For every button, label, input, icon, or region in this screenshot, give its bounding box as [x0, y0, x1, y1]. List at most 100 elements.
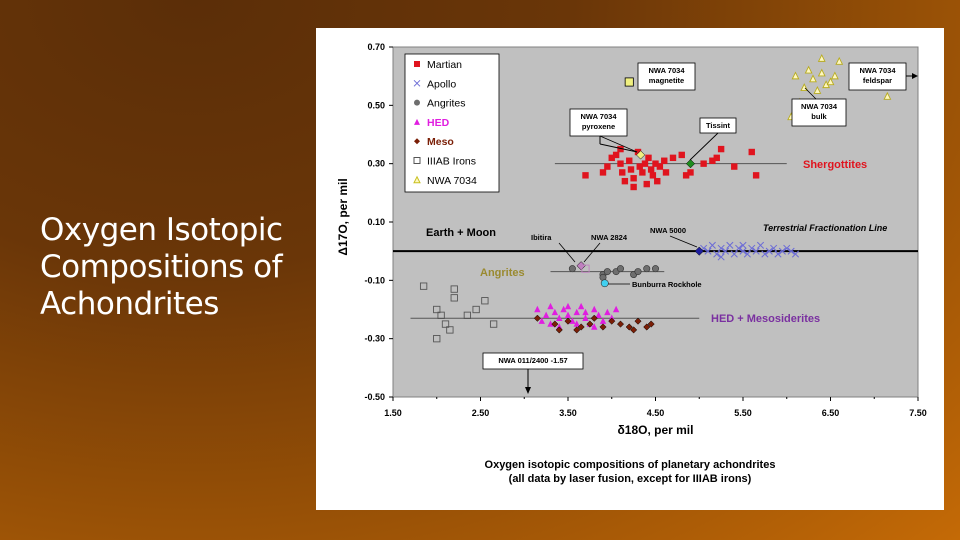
- point-nwa-7034: [830, 71, 839, 80]
- point-apollo: [717, 253, 725, 261]
- pointer-bulk: [804, 87, 817, 100]
- point-apollo: [739, 241, 747, 249]
- point-martian: [634, 148, 642, 156]
- annotation-text-bulk: NWA 7034: [801, 102, 838, 111]
- annotation-text-tissint: Tissint: [706, 121, 731, 130]
- point-hed: [604, 308, 611, 316]
- point-martian: [649, 172, 657, 179]
- y-tick-label: -0.30: [364, 334, 385, 344]
- annotation-box-nwa011: [482, 352, 584, 370]
- point-nwa-7034: [817, 53, 826, 62]
- label-nwa2824: NWA 2824: [591, 233, 628, 242]
- highlight-nwa-7034-magnetite: [624, 77, 634, 87]
- point-apollo: [774, 250, 782, 258]
- x-tick-label: 6.50: [822, 408, 840, 418]
- title-line-3: Achondrites: [40, 286, 219, 322]
- point-apollo: [708, 241, 716, 249]
- point-martian: [713, 154, 720, 162]
- point-martian: [621, 177, 629, 185]
- point-martian: [604, 163, 611, 170]
- point-hed: [542, 311, 550, 319]
- point-angrites: [634, 268, 642, 276]
- point-apollo: [721, 247, 730, 255]
- caption-line-1: Oxygen isotopic compositions of planetar…: [484, 459, 776, 471]
- point-iiiab-irons: [419, 282, 428, 290]
- annotation-pointer-tissint: [689, 132, 719, 161]
- title-line-2: Compositions of: [40, 249, 282, 285]
- y-tick-label: 0.10: [367, 217, 385, 227]
- y-tick-label: 0.30: [367, 159, 385, 169]
- point-hed: [582, 314, 589, 321]
- point-nwa-7034: [817, 68, 826, 77]
- point-hed: [591, 323, 598, 330]
- point-iiiab-irons: [481, 297, 489, 305]
- point-meso: [634, 317, 642, 325]
- point-hed: [547, 320, 554, 327]
- point-martian: [748, 148, 755, 156]
- point-apollo: [752, 247, 760, 255]
- y-tick-label: -0.50: [364, 392, 385, 402]
- point-iiiab-irons: [450, 294, 458, 302]
- title-line-1: Oxygen Isotopic: [40, 212, 283, 248]
- point-hed: [547, 302, 554, 310]
- point-apollo: [739, 247, 747, 255]
- point-iiiab-irons: [433, 305, 441, 314]
- point-meso: [590, 314, 598, 322]
- highlight-nwa-7034-pyroxene: [636, 150, 646, 160]
- legend-box: [404, 53, 500, 193]
- point-angrites: [568, 265, 576, 273]
- point-martian: [636, 163, 643, 170]
- arrowhead-feldspar: [912, 73, 918, 79]
- point-iiiab-irons: [450, 285, 458, 293]
- point-angrites: [616, 265, 624, 273]
- point-iiiab-irons: [441, 320, 450, 328]
- point-apollo: [787, 247, 795, 255]
- point-martian: [717, 145, 725, 153]
- y-tick-label: -0.10: [364, 275, 385, 285]
- point-hed: [582, 308, 589, 316]
- pointer-ibitira: [558, 242, 576, 263]
- annotation-box-magnetite: [637, 62, 696, 91]
- annotation-text-bulk: bulk: [811, 112, 827, 121]
- annotation-box-pyroxene: [569, 108, 628, 137]
- point-apollo: [765, 247, 773, 255]
- point-meso: [551, 320, 559, 328]
- arrowhead-nwa011: [525, 387, 531, 394]
- point-martian: [687, 169, 694, 176]
- pointer-segment: [599, 143, 638, 153]
- point-apollo: [717, 244, 725, 252]
- point-martian: [709, 157, 716, 164]
- label-ibitira: Ibitira: [531, 233, 552, 242]
- point-martian: [661, 157, 668, 164]
- point-hed: [573, 320, 580, 327]
- legend-marker-iiiab: [413, 157, 421, 164]
- point-meso: [647, 320, 655, 328]
- annotation-text-feldspar: NWA 7034: [860, 66, 897, 75]
- point-angrites: [643, 265, 651, 273]
- point-hed: [556, 314, 563, 321]
- point-martian: [626, 157, 633, 164]
- x-tick-label: 5.50: [734, 408, 752, 418]
- point-hed: [577, 302, 585, 310]
- y-axis-title: Δ17O, per mil: [336, 178, 350, 255]
- point-hed: [573, 308, 580, 316]
- annotation-text-feldspar: feldspar: [863, 76, 892, 85]
- point-angrites: [603, 268, 611, 276]
- point-meso: [608, 317, 616, 325]
- point-meso: [573, 326, 581, 334]
- point-martian: [652, 160, 659, 167]
- highlight-nwa-2824: [581, 264, 590, 273]
- point-martian: [731, 163, 738, 170]
- label-hed-mesosiderites: HED + Mesosiderites: [711, 313, 820, 325]
- point-iiiab-irons: [463, 311, 472, 319]
- point-martian: [678, 151, 685, 159]
- highlight-ibitira: [576, 261, 586, 271]
- point-hed: [591, 305, 598, 313]
- point-iiiab-irons: [433, 335, 441, 343]
- point-nwa-7034: [813, 86, 822, 94]
- point-hed: [564, 302, 572, 310]
- point-martian: [619, 169, 626, 176]
- point-martian: [662, 169, 670, 176]
- point-meso: [625, 323, 633, 331]
